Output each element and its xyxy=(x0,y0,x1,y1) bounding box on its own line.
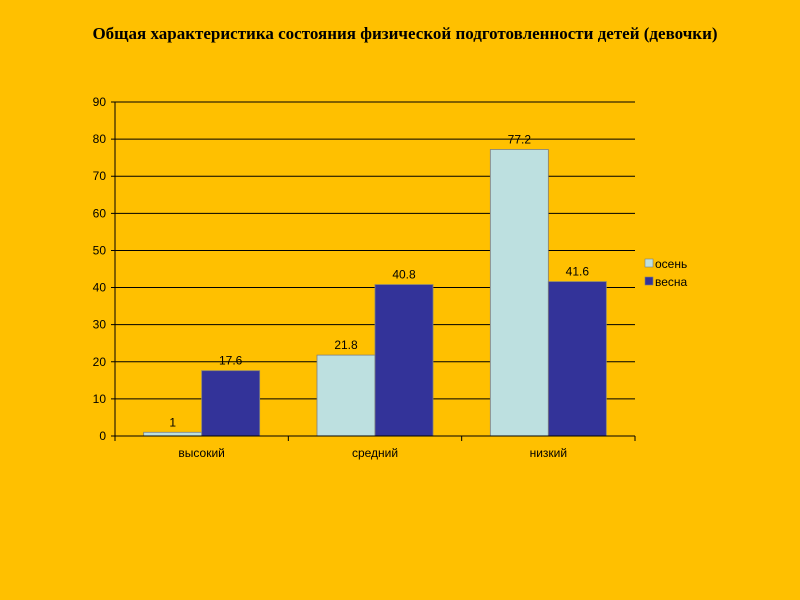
data-label: 40.8 xyxy=(392,268,416,282)
y-tick-label: 30 xyxy=(93,318,107,332)
bar-autumn xyxy=(316,354,376,437)
y-tick-label: 0 xyxy=(99,429,106,443)
y-tick-label: 60 xyxy=(93,206,107,220)
category-label: низкий xyxy=(530,446,568,460)
category-label: средний xyxy=(352,446,398,460)
chart-title: Общая характеристика состояния физическо… xyxy=(92,24,718,43)
data-label: 1 xyxy=(169,415,176,429)
y-tick-label: 40 xyxy=(93,281,107,295)
bar-autumn xyxy=(489,149,549,437)
y-tick-label: 10 xyxy=(93,392,107,406)
data-label: 41.6 xyxy=(566,265,590,279)
y-tick-label: 70 xyxy=(93,169,107,183)
y-tick-label: 90 xyxy=(93,95,107,109)
y-tick-label: 50 xyxy=(93,243,107,257)
legend-swatch xyxy=(644,276,654,286)
data-label: 21.8 xyxy=(334,338,358,352)
bar-spring xyxy=(374,284,434,437)
category-label: высокий xyxy=(178,446,224,460)
bar-spring xyxy=(547,281,607,437)
data-label: 77.2 xyxy=(508,133,532,147)
legend-label: осень xyxy=(655,257,687,271)
bar-autumn xyxy=(143,431,203,437)
legend-swatch xyxy=(644,258,654,268)
y-tick-label: 80 xyxy=(93,132,107,146)
data-label: 17.6 xyxy=(219,354,243,368)
legend-label: весна xyxy=(655,275,688,289)
y-tick-label: 20 xyxy=(93,355,107,369)
bar-spring xyxy=(201,370,261,437)
